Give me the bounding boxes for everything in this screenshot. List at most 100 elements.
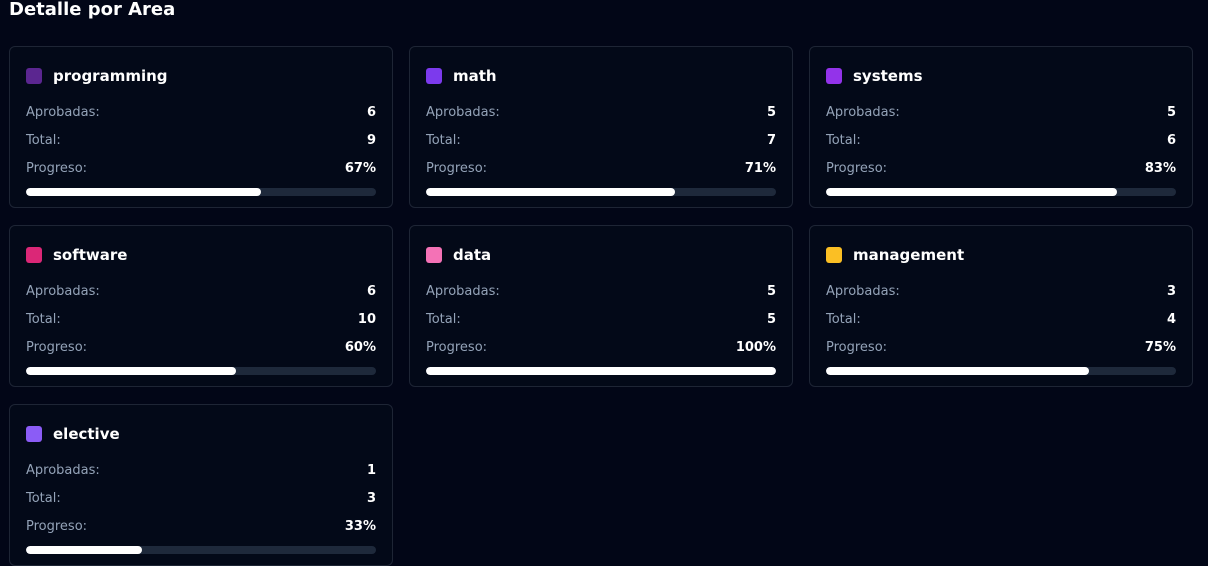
area-name: data (453, 246, 492, 264)
card-header: elective (26, 422, 376, 446)
stat-value: 5 (766, 283, 776, 299)
stat-value: 3 (1166, 283, 1176, 299)
stat-label: Aprobadas: (426, 283, 500, 299)
stat-label: Progreso: (826, 160, 888, 176)
stat-row: Progreso: 33% (26, 512, 376, 540)
stat-label: Aprobadas: (26, 104, 100, 120)
stat-label: Total: (26, 132, 61, 148)
stat-value: 10 (357, 311, 376, 327)
stat-value: 6 (366, 283, 376, 299)
stat-label: Total: (826, 311, 861, 327)
progress-track (826, 188, 1176, 196)
progress-fill (426, 367, 776, 375)
stat-row: Total: 9 (26, 126, 376, 154)
stat-value: 5 (766, 104, 776, 120)
stat-label: Progreso: (26, 339, 88, 355)
progress-fill (26, 188, 261, 196)
stat-row: Progreso: 100% (426, 333, 776, 361)
stat-row: Progreso: 83% (826, 154, 1176, 182)
stat-value: 3 (366, 490, 376, 506)
color-swatch (26, 426, 42, 442)
area-card: software Aprobadas: 6 Total: 10 Progreso: 60% (9, 225, 393, 387)
color-swatch (26, 68, 42, 84)
stat-row: Total: 10 (26, 305, 376, 333)
stat-value: 71% (744, 160, 776, 176)
stat-row: Progreso: 75% (826, 333, 1176, 361)
stat-value: 4 (1166, 311, 1176, 327)
card-header: data (426, 243, 776, 267)
stat-row: Aprobadas: 3 (826, 277, 1176, 305)
stat-value: 7 (766, 132, 776, 148)
color-swatch (426, 68, 442, 84)
area-name: programming (53, 67, 168, 85)
stat-label: Progreso: (426, 160, 488, 176)
area-card: math Aprobadas: 5 Total: 7 Progreso: 71% (409, 46, 793, 208)
stat-value: 1 (366, 462, 376, 478)
area-card: programming Aprobadas: 6 Total: 9 Progreso: 67… (9, 46, 393, 208)
stat-value: 67% (344, 160, 376, 176)
color-swatch (826, 247, 842, 263)
stat-label: Progreso: (826, 339, 888, 355)
stat-row: Aprobadas: 5 (426, 277, 776, 305)
stat-label: Total: (26, 311, 61, 327)
stat-value: 6 (366, 104, 376, 120)
stat-row: Total: 3 (26, 484, 376, 512)
stat-value: 33% (344, 518, 376, 534)
progress-track (426, 188, 776, 196)
area-name: management (853, 246, 965, 264)
stat-row: Total: 7 (426, 126, 776, 154)
color-swatch (26, 247, 42, 263)
progress-track (426, 367, 776, 375)
stat-label: Aprobadas: (826, 104, 900, 120)
stat-label: Progreso: (26, 160, 88, 176)
color-swatch (826, 68, 842, 84)
card-header: software (26, 243, 376, 267)
stat-label: Aprobadas: (26, 283, 100, 299)
stat-label: Aprobadas: (826, 283, 900, 299)
stat-row: Total: 4 (826, 305, 1176, 333)
progress-track (26, 188, 376, 196)
stat-label: Aprobadas: (26, 462, 100, 478)
progress-track (26, 367, 376, 375)
stat-label: Total: (826, 132, 861, 148)
stat-row: Aprobadas: 5 (426, 98, 776, 126)
stat-value: 75% (1144, 339, 1176, 355)
progress-fill (26, 367, 236, 375)
progress-fill (826, 367, 1089, 375)
area-name: systems (853, 67, 923, 85)
stat-label: Progreso: (426, 339, 488, 355)
stat-label: Progreso: (26, 518, 88, 534)
stat-value: 83% (1144, 160, 1176, 176)
stat-row: Progreso: 60% (26, 333, 376, 361)
section-title: Detalle por Area (9, 0, 176, 20)
stat-label: Total: (426, 132, 461, 148)
stat-label: Aprobadas: (426, 104, 500, 120)
stat-value: 5 (1166, 104, 1176, 120)
card-header: management (826, 243, 1176, 267)
stat-row: Progreso: 71% (426, 154, 776, 182)
area-name: elective (53, 425, 120, 443)
stat-value: 5 (766, 311, 776, 327)
area-card: systems Aprobadas: 5 Total: 6 Progreso: 83% (809, 46, 1193, 208)
progress-fill (426, 188, 675, 196)
card-grid: programming Aprobadas: 6 Total: 9 Progreso: 67… (9, 46, 1193, 566)
card-header: programming (26, 64, 376, 88)
stat-row: Total: 5 (426, 305, 776, 333)
stat-row: Aprobadas: 1 (26, 456, 376, 484)
color-swatch (426, 247, 442, 263)
card-header: math (426, 64, 776, 88)
stat-value: 100% (735, 339, 776, 355)
stat-row: Aprobadas: 6 (26, 98, 376, 126)
progress-fill (26, 546, 142, 554)
area-name: math (453, 67, 497, 85)
progress-fill (826, 188, 1117, 196)
progress-track (26, 546, 376, 554)
card-header: systems (826, 64, 1176, 88)
area-card: data Aprobadas: 5 Total: 5 Progreso: 100% (409, 225, 793, 387)
stat-row: Progreso: 67% (26, 154, 376, 182)
area-card: elective Aprobadas: 1 Total: 3 Progreso: 33% (9, 404, 393, 566)
progress-track (826, 367, 1176, 375)
area-name: software (53, 246, 128, 264)
